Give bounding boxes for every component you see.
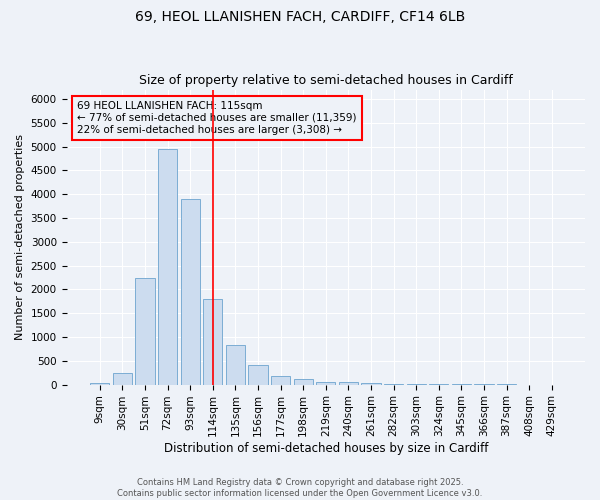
Title: Size of property relative to semi-detached houses in Cardiff: Size of property relative to semi-detach…	[139, 74, 513, 87]
Bar	[271, 376, 290, 384]
Bar	[316, 382, 335, 384]
Bar	[339, 382, 358, 384]
Text: 69, HEOL LLANISHEN FACH, CARDIFF, CF14 6LB: 69, HEOL LLANISHEN FACH, CARDIFF, CF14 6…	[135, 10, 465, 24]
Bar	[181, 199, 200, 384]
X-axis label: Distribution of semi-detached houses by size in Cardiff: Distribution of semi-detached houses by …	[164, 442, 488, 455]
Bar	[293, 380, 313, 384]
Text: 69 HEOL LLANISHEN FACH: 115sqm
← 77% of semi-detached houses are smaller (11,359: 69 HEOL LLANISHEN FACH: 115sqm ← 77% of …	[77, 102, 356, 134]
Y-axis label: Number of semi-detached properties: Number of semi-detached properties	[15, 134, 25, 340]
Bar	[136, 278, 155, 384]
Bar	[113, 372, 132, 384]
Text: Contains HM Land Registry data © Crown copyright and database right 2025.
Contai: Contains HM Land Registry data © Crown c…	[118, 478, 482, 498]
Bar	[248, 365, 268, 384]
Bar	[203, 299, 223, 384]
Bar	[158, 149, 177, 384]
Bar	[90, 383, 109, 384]
Bar	[361, 383, 380, 384]
Bar	[226, 344, 245, 385]
